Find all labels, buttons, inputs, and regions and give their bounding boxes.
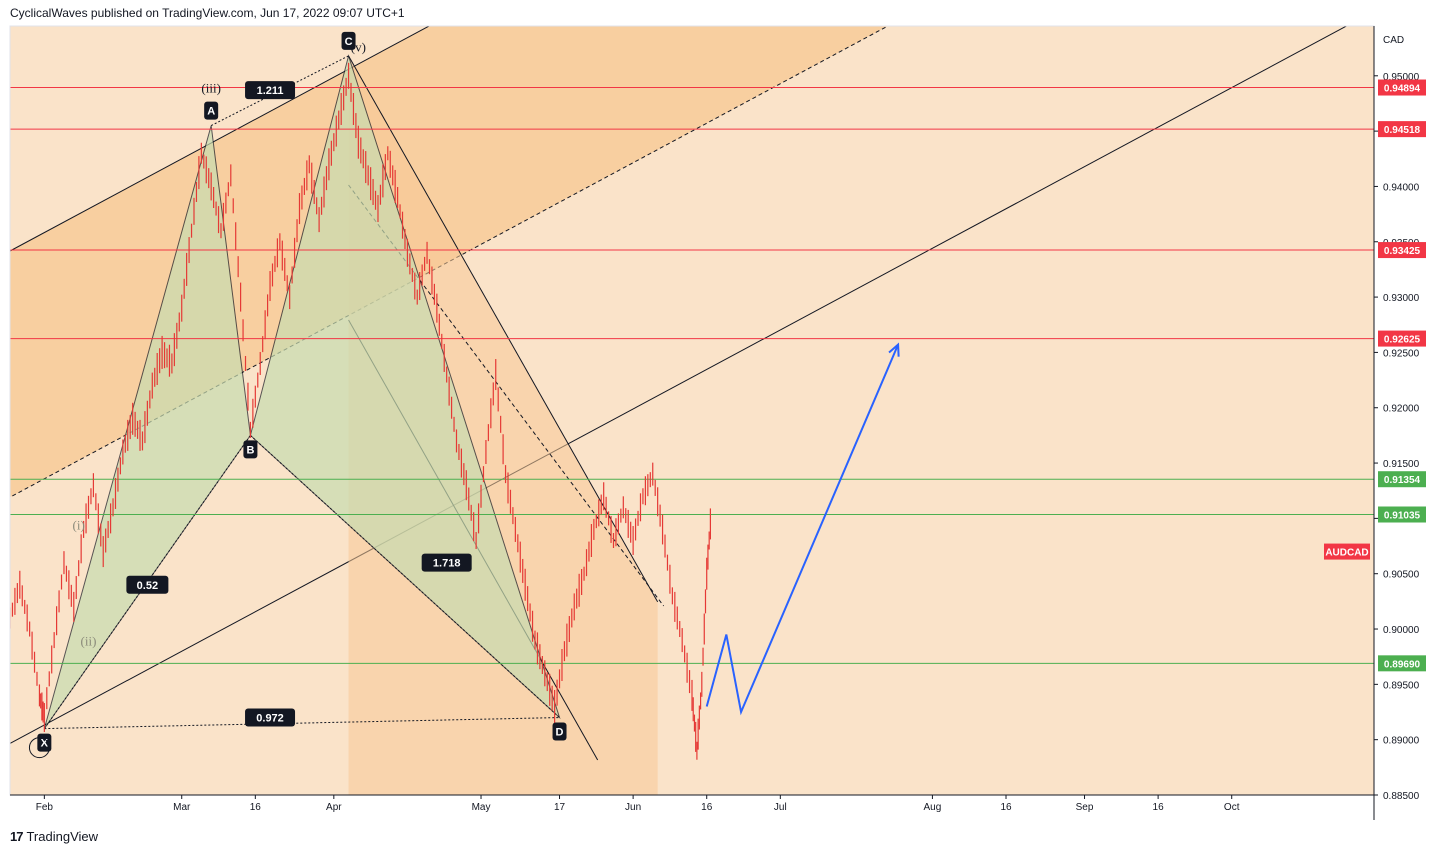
symbol-badge-bg [1324, 543, 1370, 560]
tradingview-brand[interactable]: 17 TradingView [10, 829, 98, 844]
currency-label: CAD [1383, 35, 1404, 46]
y-tick-label: 0.89000 [1383, 736, 1420, 747]
plot-area [10, 26, 1374, 795]
pattern-ratio-line-BD [250, 435, 560, 718]
channel-lower-line [10, 26, 1348, 745]
x-tick-label: Jul [774, 802, 787, 813]
level-tag-6-bg [1378, 655, 1426, 672]
y-tick-label: 0.90000 [1383, 625, 1420, 636]
x-tick-label: 16 [701, 802, 713, 813]
pattern-point-X: X [41, 738, 49, 750]
ratio-label-1: 0.52 [137, 580, 158, 592]
wave-label-2: (i) [73, 517, 85, 532]
wave-label-1: (v) [351, 39, 366, 54]
ratio-label-0-badge [245, 81, 296, 100]
x-tick-label: Aug [924, 802, 942, 813]
x-tick-label: 16 [250, 802, 262, 813]
y-tick-label: 0.88500 [1383, 791, 1420, 802]
y-tick-label: 0.92500 [1383, 348, 1420, 359]
ratio-label-3-badge [245, 708, 296, 727]
x-tick-label: Mar [173, 802, 191, 813]
x-tick-label: 16 [1153, 802, 1165, 813]
channel-upper-line [10, 26, 431, 252]
level-tag-1: 0.94518 [1384, 125, 1421, 136]
ratio-label-3: 0.972 [256, 713, 284, 725]
y-tick-label: 0.91500 [1383, 459, 1420, 470]
wave-circle-marker [28, 737, 50, 759]
y-tick-label: 0.89500 [1383, 680, 1420, 691]
x-tick-label: Oct [1224, 802, 1240, 813]
wave-label-3: (ii) [81, 634, 97, 649]
y-tick-label: 0.92000 [1383, 404, 1420, 415]
tradingview-logo-icon: 17 [10, 829, 24, 844]
pattern-point-D: D [556, 727, 564, 739]
y-tick-label: 0.95000 [1383, 72, 1420, 83]
x-tick-label: Jun [625, 802, 641, 813]
pattern-point-C: C [345, 36, 353, 48]
descending-channel-band [348, 55, 658, 795]
pattern-point-C-badge [341, 31, 356, 50]
pattern-ratio-line-XD [44, 717, 560, 730]
published-header: CyclicalWaves published on TradingView.c… [10, 6, 405, 20]
ratio-label-2-badge [421, 553, 472, 572]
brand-name: TradingView [26, 829, 99, 844]
y-tick-label: 0.93000 [1383, 293, 1420, 304]
y-tick-label: 0.90500 [1383, 570, 1420, 581]
pattern-point-A: A [207, 106, 215, 118]
level-tag-0-bg [1378, 79, 1426, 96]
ratio-label-0: 1.211 [257, 85, 284, 97]
x-tick-label: Feb [36, 802, 54, 813]
x-tick-label: May [472, 802, 491, 813]
level-tag-6: 0.89690 [1384, 659, 1421, 670]
pattern-point-D-badge [552, 722, 567, 741]
level-tag-5: 0.91035 [1384, 511, 1421, 522]
level-tag-2-bg [1378, 242, 1426, 259]
x-tick-label: 16 [1000, 802, 1012, 813]
ratio-label-2: 1.718 [433, 558, 461, 570]
pattern-point-B-badge [243, 440, 258, 459]
level-tag-0: 0.94894 [1384, 84, 1421, 95]
level-tag-3-bg [1378, 330, 1426, 347]
projection-path [705, 344, 899, 716]
level-tag-4-bg [1378, 471, 1426, 488]
x-tick-label: 17 [554, 802, 566, 813]
symbol-badge: AUDCAD [1325, 548, 1368, 559]
projection-arrowhead [888, 342, 900, 357]
x-tick-label: Sep [1076, 802, 1094, 813]
ratio-label-1-badge [126, 575, 169, 594]
y-tick-label: 0.94000 [1383, 182, 1420, 193]
level-tag-5-bg [1378, 506, 1426, 523]
wave-label-0: (iii) [201, 80, 221, 95]
x-tick-label: Apr [326, 802, 342, 813]
level-tag-4: 0.91354 [1384, 475, 1421, 486]
pattern-point-A-badge [204, 101, 219, 120]
pattern-point-B: B [246, 444, 254, 456]
level-tag-2: 0.93425 [1384, 246, 1421, 257]
level-tag-3: 0.92625 [1384, 335, 1421, 346]
level-tag-1-bg [1378, 121, 1426, 138]
